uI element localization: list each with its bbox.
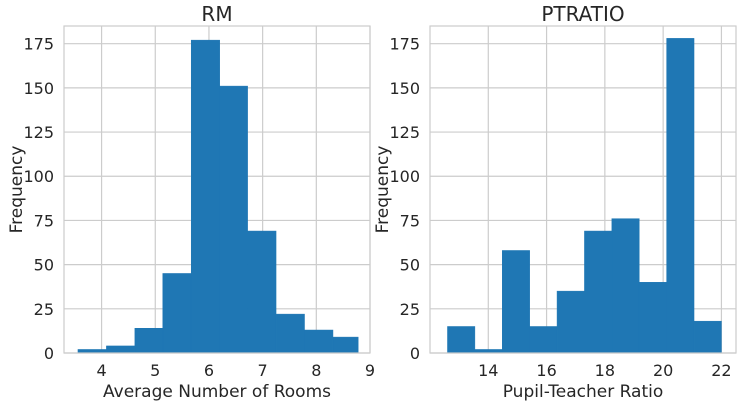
y-tick-label: 175 [389,35,420,54]
x-tick-label: 7 [258,361,268,380]
x-tick-label: 5 [150,361,160,380]
histogram-bar [332,336,359,354]
x-axis-label: Average Number of Rooms [103,382,331,402]
histogram-bar [693,320,722,354]
histogram-bar [447,326,476,354]
y-axis-label: Frequency [373,146,393,234]
histogram-bar [219,85,248,354]
chart-title: PTRATIO [541,2,624,26]
x-tick-label: 18 [595,361,615,380]
y-tick-label: 100 [23,167,54,186]
histogram-bar [275,313,305,354]
histogram-bar [304,329,334,354]
plot-frame [63,25,371,354]
x-tick-label: 8 [311,361,321,380]
bars [77,39,359,354]
y-tick-label: 150 [389,79,420,98]
y-axis-label: Frequency [7,146,27,234]
histogram-bar [134,328,164,354]
y-tick-label: 75 [34,211,54,230]
x-tick-label: 4 [96,361,106,380]
x-tick-label: 14 [478,361,498,380]
histogram-bar [162,273,192,354]
x-tick-label: 6 [204,361,214,380]
y-tick-label: 50 [400,256,420,275]
y-tick-label: 25 [400,300,420,319]
y-tick-label: 125 [23,123,54,142]
histogram-bar [584,230,613,354]
histogram-bar [556,290,585,354]
y-tick-label: 75 [400,211,420,230]
chart-title: RM [201,2,232,26]
y-tick-label: 125 [389,123,420,142]
histogram-bar [638,282,667,354]
y-tick-label: 150 [23,79,54,98]
histogram-bar [529,326,558,354]
y-tick-label: 25 [34,300,54,319]
histogram-bar [190,39,220,354]
y-tick-label: 100 [389,167,420,186]
x-tick-label: 22 [711,361,731,380]
y-tick-label: 0 [44,344,54,363]
x-tick-label: 16 [536,361,556,380]
x-tick-label: 9 [365,361,375,380]
y-tick-label: 0 [410,344,420,363]
chart-panel-2: 14 16 18 20 22 0 25 50 75 100 125 150 175 Pupil-Teach… [373,2,737,402]
plot-frame [429,25,737,354]
histogram-bar [611,218,640,354]
y-tick-label: 175 [23,35,54,54]
x-tick-label: 20 [653,361,673,380]
histogram-bar [502,250,530,354]
histogram-bar [247,230,277,354]
histogram-bar [106,345,136,354]
chart-panel-1: 4 5 6 7 8 9 0 25 50 75 100 125 150 175 Average Number … [7,2,375,402]
y-tick-label: 50 [34,256,54,275]
x-axis-label: Pupil-Teacher Ratio [503,382,664,402]
histogram-bar [666,38,695,354]
bars [447,38,722,354]
